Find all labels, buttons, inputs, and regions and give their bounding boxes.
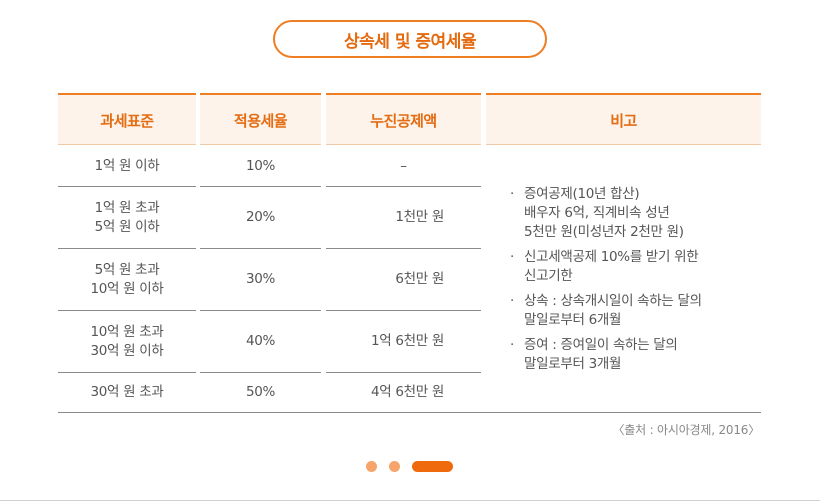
- row-divider: [200, 186, 321, 187]
- row-divider: [326, 186, 481, 187]
- remark-line: 말일로부터 6개월: [524, 311, 622, 328]
- row-divider: [200, 372, 321, 373]
- table-cell-base: 1억 원 이하: [58, 146, 196, 186]
- remark-line: 증여 : 증여일이 속하는 달의: [524, 336, 678, 353]
- table-bottom-border: [58, 412, 761, 413]
- table-cell-deduction: 6천만 원: [326, 249, 481, 310]
- cell-text: 10%: [245, 157, 276, 174]
- cell-text: 6천만 원: [395, 271, 444, 287]
- row-divider: [58, 372, 196, 373]
- row-divider: [200, 310, 321, 311]
- remark-line: 상속 : 상속개시일이 속하는 달의: [524, 292, 702, 309]
- cell-text: 10억 원 이하: [90, 280, 164, 297]
- bullet-icon: ·: [510, 292, 514, 309]
- pagination-dot-1[interactable]: [366, 461, 377, 472]
- remark-line: 신고기한: [524, 267, 573, 284]
- row-divider: [326, 310, 481, 311]
- row-divider: [58, 248, 196, 249]
- table-cell-base: 10억 원 초과 30억 원 이하: [58, 311, 196, 372]
- remark-item: · 증여 : 증여일이 속하는 달의 말일로부터 3개월: [510, 336, 761, 374]
- bottom-divider: [0, 500, 820, 501]
- pagination-dot-2[interactable]: [389, 461, 400, 472]
- cell-text: 1억 6천만 원: [370, 333, 444, 349]
- remark-item: · 증여공제(10년 합산) 배우자 6억, 직계비속 성년 5천만 원(미성년…: [510, 185, 761, 242]
- row-divider: [326, 372, 481, 373]
- title-pill: 상속세 및 증여세율: [273, 20, 547, 58]
- table-cell-rate: 50%: [200, 373, 321, 412]
- remark-line: 증여공제(10년 합산): [524, 185, 640, 202]
- cell-text: 30%: [245, 271, 276, 287]
- cell-text: 1천만 원: [395, 209, 444, 225]
- table-cell-base: 30억 원 초과: [58, 373, 196, 412]
- bullet-icon: ·: [510, 248, 514, 265]
- pagination-dot-3-active[interactable]: [412, 461, 453, 472]
- header-deduction: 누진공제액: [326, 93, 481, 145]
- cell-text: 1억 원 초과: [94, 199, 160, 216]
- remark-line: 말일로부터 3개월: [524, 355, 622, 372]
- table-cell-rate: 10%: [200, 146, 321, 186]
- cell-text: 10억 원 초과: [90, 323, 164, 340]
- row-divider: [58, 186, 196, 187]
- header-tax-rate: 적용세율: [200, 93, 321, 145]
- page-title: 상속세 및 증여세율: [344, 31, 476, 52]
- cell-text: 5억 원 이하: [94, 218, 160, 235]
- table-cell-deduction: –: [326, 146, 481, 186]
- row-divider: [326, 248, 481, 249]
- table-cell-deduction: 1천만 원: [326, 187, 481, 248]
- remark-item: · 신고세액공제 10%를 받기 위한 신고기한: [510, 248, 761, 286]
- cell-text: 5억 원 초과: [94, 261, 160, 278]
- header-remarks: 비고: [486, 93, 761, 145]
- remark-item: · 상속 : 상속개시일이 속하는 달의 말일로부터 6개월: [510, 292, 761, 330]
- table-cell-base: 1억 원 초과 5억 원 이하: [58, 187, 196, 248]
- cell-text: 50%: [245, 384, 276, 400]
- cell-text: 1억 원 이하: [94, 157, 160, 174]
- table-cell-base: 5억 원 초과 10억 원 이하: [58, 249, 196, 310]
- table-cell-rate: 20%: [200, 187, 321, 248]
- remark-line: 5천만 원(미성년자 2천만 원): [524, 223, 684, 240]
- remark-line: 신고세액공제 10%를 받기 위한: [524, 248, 699, 265]
- header-tax-base: 과세표준: [58, 93, 196, 145]
- bullet-icon: ·: [510, 336, 514, 353]
- remark-line: 배우자 6억, 직계비속 성년: [524, 204, 670, 221]
- row-divider: [200, 248, 321, 249]
- source-caption: 〈출처 : 아시아경제, 2016〉: [612, 423, 760, 437]
- cell-text: 30억 원 이하: [90, 342, 164, 359]
- table-cell-deduction: 4억 6천만 원: [326, 373, 481, 412]
- row-divider: [58, 310, 196, 311]
- remarks-cell: · 증여공제(10년 합산) 배우자 6억, 직계비속 성년 5천만 원(미성년…: [486, 146, 761, 412]
- cell-text: 20%: [245, 209, 276, 225]
- table-cell-rate: 40%: [200, 311, 321, 372]
- cell-text: 4억 6천만 원: [370, 384, 444, 400]
- table-cell-rate: 30%: [200, 249, 321, 310]
- cell-text: –: [400, 157, 407, 174]
- bullet-icon: ·: [510, 185, 514, 202]
- cell-text: 40%: [245, 333, 276, 349]
- cell-text: 30억 원 초과: [90, 384, 164, 400]
- table-cell-deduction: 1억 6천만 원: [326, 311, 481, 372]
